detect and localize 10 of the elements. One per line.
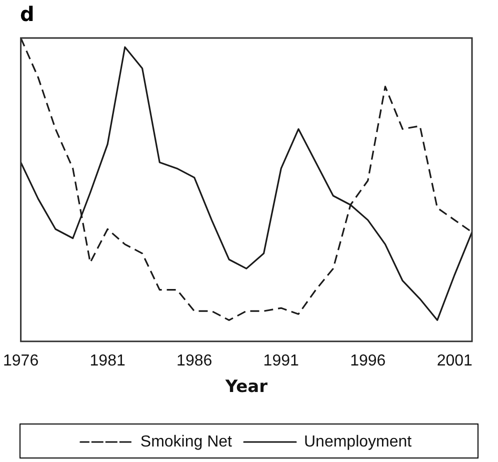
x-tick-label: 1991: [263, 352, 300, 370]
x-tick-label: 1986: [176, 352, 212, 370]
x-tick-label: 1981: [90, 352, 126, 370]
x-tick-label: 1996: [350, 352, 386, 370]
x-tick-label: 1976: [3, 352, 39, 370]
x-axis-title: Year: [224, 377, 268, 398]
chart-title: d: [20, 2, 34, 26]
x-tick-label: 2001: [436, 352, 473, 370]
legend-label: Unemployment: [304, 433, 412, 450]
legend-label: Smoking Net: [140, 433, 233, 450]
